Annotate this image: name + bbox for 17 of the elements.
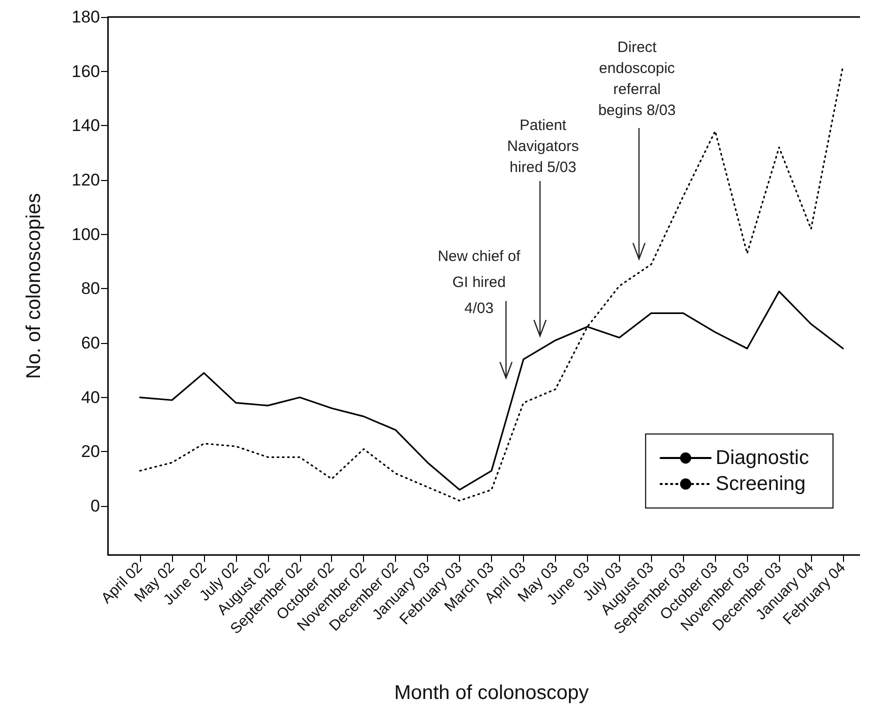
x-axis-title: Month of colonoscopy <box>394 682 589 704</box>
y-tick-label: 100 <box>72 224 100 244</box>
legend-label: Screening <box>716 473 806 495</box>
y-tick-label: 40 <box>81 388 100 407</box>
annotation: Direct endoscopic referral begins 8/03 <box>597 38 677 121</box>
y-tick-label: 20 <box>81 442 100 462</box>
y-tick-label: 80 <box>81 279 100 298</box>
y-tick-label: 120 <box>72 170 100 190</box>
y-tick-label: 60 <box>81 334 100 353</box>
y-tick-label: 0 <box>90 496 100 516</box>
y-tick-label: 160 <box>72 62 100 81</box>
y-axis-title: No. of colonoscopies <box>23 193 45 379</box>
annotation: New chief of GI hired 4/03 <box>436 247 522 319</box>
annotation: Patient Navigators hired 5/03 <box>506 116 580 178</box>
legend-label: Diagnostic <box>716 447 810 469</box>
y-tick-label: 140 <box>72 116 100 136</box>
y-tick-label: 180 <box>72 8 100 26</box>
